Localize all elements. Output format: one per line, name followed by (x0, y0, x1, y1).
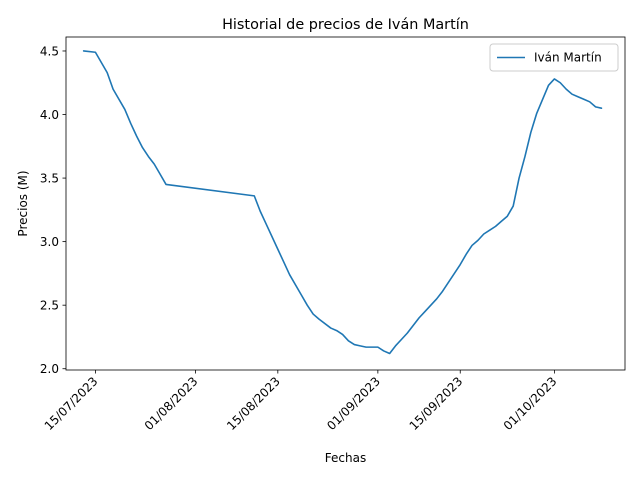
y-tick-label: 2.5 (40, 299, 59, 313)
legend-label: Iván Martín (534, 51, 602, 65)
y-axis-label: Precios (M) (16, 170, 30, 236)
y-tick-label: 4.0 (40, 108, 59, 122)
series-layer (82, 50, 603, 355)
legend: Iván Martín (489, 43, 619, 72)
y-tick-label: 3.5 (40, 172, 59, 186)
y-tick-label: 2.0 (40, 362, 59, 376)
y-tick-label: 4.5 (40, 44, 59, 58)
x-axis-label: Fechas (325, 451, 366, 465)
y-axis-ticks: 2.0 2.5 3.0 3.5 4.0 4.5 (40, 44, 66, 376)
y-tick-label: 3.0 (40, 235, 59, 249)
chart-title: Historial de precios de Iván Martín (222, 17, 469, 33)
legend-box (489, 43, 619, 72)
plot-frame (65, 36, 626, 371)
series-line (82, 50, 603, 355)
